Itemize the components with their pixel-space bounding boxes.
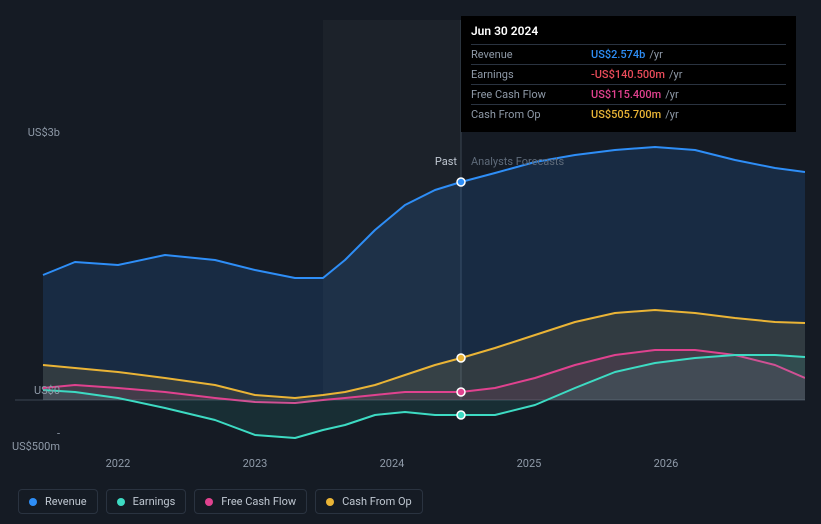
- tooltip-rows: RevenueUS$2.574b/yrEarnings-US$140.500m/…: [471, 44, 786, 124]
- tooltip-row-unit: /yr: [665, 108, 678, 121]
- forecast-label: Analysts Forecasts: [471, 155, 564, 168]
- legend-item-earnings[interactable]: Earnings: [106, 489, 187, 514]
- tooltip-row-value: US$505.700m: [591, 108, 661, 121]
- legend-dot: [326, 498, 334, 506]
- tooltip-row: RevenueUS$2.574b/yr: [471, 44, 786, 64]
- x-tick-label: 2022: [88, 457, 148, 470]
- financials-chart: US$3bUS$0-US$500m 20222023202420252026 P…: [15, 20, 805, 460]
- tooltip-row-label: Free Cash Flow: [471, 88, 591, 101]
- legend-dot: [29, 498, 37, 506]
- legend-label: Earnings: [133, 495, 176, 508]
- legend-item-revenue[interactable]: Revenue: [18, 489, 98, 514]
- x-tick-label: 2024: [362, 457, 422, 470]
- tooltip-row-label: Cash From Op: [471, 108, 591, 121]
- tooltip-row-label: Earnings: [471, 68, 591, 81]
- tooltip-row-unit: /yr: [669, 68, 682, 81]
- legend-dot: [117, 498, 125, 506]
- tooltip-row: Cash From OpUS$505.700m/yr: [471, 104, 786, 124]
- chart-tooltip: Jun 30 2024 RevenueUS$2.574b/yrEarnings-…: [461, 16, 796, 132]
- legend-label: Revenue: [45, 495, 87, 508]
- y-tick-label: -US$500m: [10, 427, 60, 453]
- legend-label: Cash From Op: [342, 495, 412, 508]
- y-tick-label: US$3b: [10, 126, 60, 139]
- tooltip-row-unit: /yr: [649, 48, 662, 61]
- chart-legend: Revenue Earnings Free Cash Flow Cash From O…: [18, 489, 423, 514]
- cash-from-op-marker: [457, 354, 465, 362]
- revenue-marker: [457, 178, 465, 186]
- legend-item-cash-from-op[interactable]: Cash From Op: [315, 489, 423, 514]
- legend-dot: [205, 498, 213, 506]
- past-label: Past: [435, 155, 457, 168]
- x-tick-label: 2025: [499, 457, 559, 470]
- tooltip-row-value: -US$140.500m: [591, 68, 665, 81]
- tooltip-row: Free Cash FlowUS$115.400m/yr: [471, 84, 786, 104]
- y-tick-label: US$0: [10, 384, 60, 397]
- tooltip-row-value: US$115.400m: [591, 88, 661, 101]
- legend-label: Free Cash Flow: [221, 495, 296, 508]
- tooltip-row-label: Revenue: [471, 48, 591, 61]
- tooltip-row: Earnings-US$140.500m/yr: [471, 64, 786, 84]
- x-tick-label: 2023: [225, 457, 285, 470]
- tooltip-row-unit: /yr: [665, 88, 678, 101]
- x-tick-label: 2026: [636, 457, 696, 470]
- tooltip-date: Jun 30 2024: [471, 24, 786, 44]
- free-cash-flow-marker: [457, 388, 465, 396]
- tooltip-row-value: US$2.574b: [591, 48, 645, 61]
- earnings-marker: [457, 411, 465, 419]
- legend-item-free-cash-flow[interactable]: Free Cash Flow: [194, 489, 307, 514]
